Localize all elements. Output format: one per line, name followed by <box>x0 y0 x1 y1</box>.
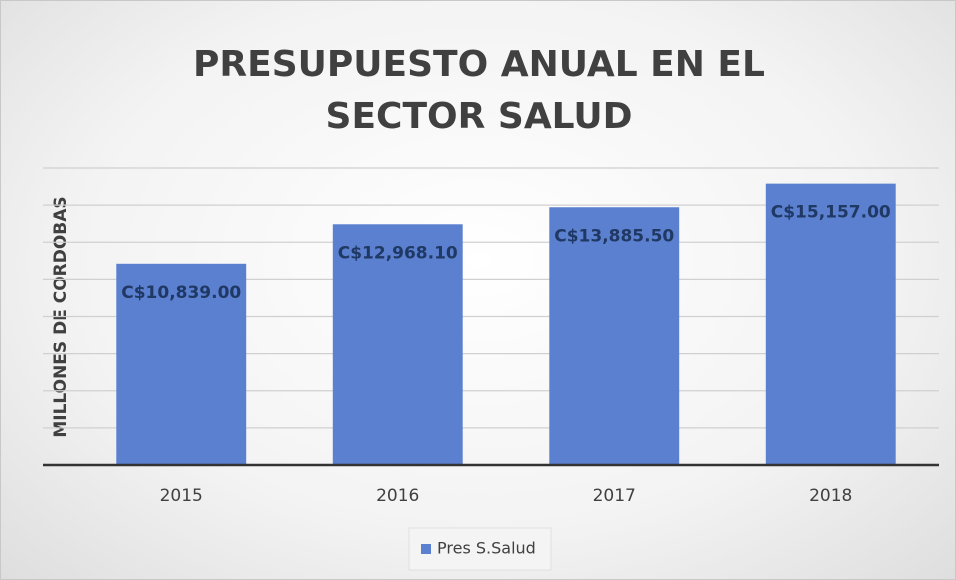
data-label: C$13,885.50 <box>554 226 674 246</box>
data-label: C$10,839.00 <box>121 283 241 303</box>
data-label: C$15,157.00 <box>771 203 891 223</box>
legend-box <box>408 527 552 571</box>
legend-swatch <box>421 544 431 554</box>
bar <box>332 224 463 465</box>
data-label: C$12,968.10 <box>338 243 458 263</box>
x-tick-label: 2018 <box>809 486 852 506</box>
bar <box>549 207 680 465</box>
chart-title: PRESUPUESTO ANUAL EN EL SECTOR SALUD <box>193 44 765 137</box>
bar <box>116 263 247 465</box>
bar <box>765 183 896 465</box>
x-tick-label: 2016 <box>376 486 419 506</box>
legend-label: Pres S.Salud <box>437 539 536 558</box>
x-tick-label: 2015 <box>160 486 203 506</box>
x-tick-label: 2017 <box>593 486 636 506</box>
